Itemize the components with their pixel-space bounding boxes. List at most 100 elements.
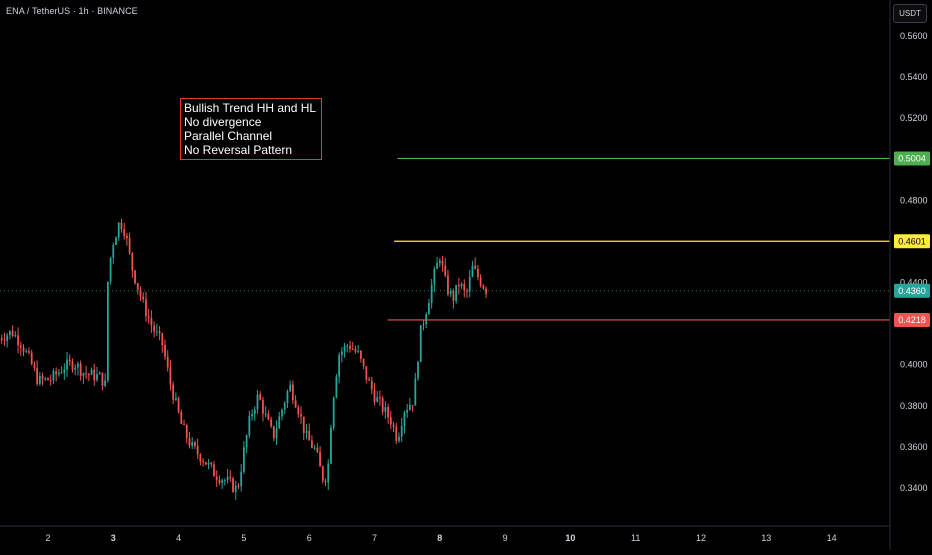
annotation-line: Parallel Channel (184, 129, 273, 143)
candle (126, 233, 128, 246)
candle-body (71, 361, 74, 370)
candle-body (316, 447, 319, 452)
candle (188, 431, 191, 449)
candle-body (153, 325, 156, 332)
candle-body (96, 374, 98, 381)
candle (275, 420, 278, 446)
time-tick-label: 12 (696, 533, 706, 543)
candle-body (191, 442, 194, 446)
annotation-line: No Reversal Pattern (184, 143, 293, 157)
candle (96, 366, 98, 382)
candle (466, 288, 468, 299)
candle (44, 376, 47, 382)
candle (68, 354, 71, 366)
candle-body (128, 237, 131, 253)
price-tick-label: 0.4000 (900, 360, 928, 370)
candle (335, 373, 338, 399)
candle (145, 291, 147, 322)
candle-body (120, 222, 123, 230)
candle-body (30, 352, 33, 365)
candle (485, 286, 487, 298)
candle-body (204, 462, 207, 465)
candle (297, 404, 300, 418)
candle-body (14, 335, 17, 337)
candle (384, 401, 387, 419)
candle-body (449, 291, 452, 294)
candle-body (460, 283, 463, 287)
candle (63, 363, 66, 380)
candle (278, 411, 281, 429)
candle-body (126, 235, 128, 238)
candle-body (338, 355, 341, 377)
candle (57, 368, 60, 377)
candle (36, 360, 39, 386)
candle-body (22, 347, 25, 352)
candle-body (9, 330, 11, 336)
candle (324, 478, 327, 487)
candle-body (283, 403, 286, 410)
candle (447, 269, 449, 297)
candle (191, 437, 194, 450)
candle (117, 222, 120, 241)
candle (109, 257, 112, 285)
price-tick-label: 0.3400 (900, 483, 928, 493)
candle (41, 372, 44, 386)
candle (457, 278, 460, 295)
candle (319, 446, 321, 467)
candle-body (414, 378, 417, 406)
candle-body (362, 358, 365, 366)
candle-body (466, 290, 468, 292)
candle (30, 349, 33, 366)
candle-body (196, 446, 199, 455)
candle-body (106, 281, 109, 381)
candle (161, 332, 164, 354)
candle-body (82, 373, 85, 376)
candle (60, 366, 63, 374)
candle (33, 361, 36, 371)
candle (120, 218, 123, 233)
candle-body (164, 344, 166, 357)
candle (245, 434, 248, 454)
candle (302, 416, 305, 441)
candle-body (245, 435, 248, 448)
candle (313, 444, 316, 451)
candle (430, 278, 433, 309)
candle (332, 396, 335, 431)
candle-body (272, 426, 275, 439)
candle (204, 461, 207, 466)
candle-body (155, 331, 158, 333)
candle-body (379, 397, 381, 399)
candle (158, 326, 161, 341)
candle-body (215, 476, 218, 480)
candle-body (109, 257, 112, 282)
candle (232, 476, 234, 493)
candle (286, 389, 289, 409)
candle-body (232, 478, 234, 492)
candle-body (457, 284, 460, 287)
candle-body (36, 368, 39, 384)
candle (104, 373, 107, 388)
price-tick-label: 0.4400 (900, 278, 928, 288)
currency-selector-button[interactable]: USDT (893, 4, 927, 23)
candle (153, 321, 156, 338)
candle (357, 345, 360, 354)
candle-body (264, 413, 267, 415)
time-tick-label: 4 (176, 533, 181, 543)
candle (3, 332, 6, 346)
candle (400, 417, 403, 442)
candle-body (411, 404, 414, 406)
candle (340, 347, 343, 363)
analysis-annotation: Bullish Trend HH and HL No divergence Pa… (180, 98, 322, 160)
candle (256, 390, 259, 414)
candle-body (202, 461, 204, 463)
candle-body (332, 397, 335, 428)
candle (253, 406, 256, 421)
candle (139, 286, 142, 302)
candle (55, 367, 58, 382)
candle-body (41, 375, 44, 380)
time-tick-label: 8 (437, 533, 442, 543)
candle-body (403, 412, 406, 426)
candle-body (158, 331, 161, 334)
